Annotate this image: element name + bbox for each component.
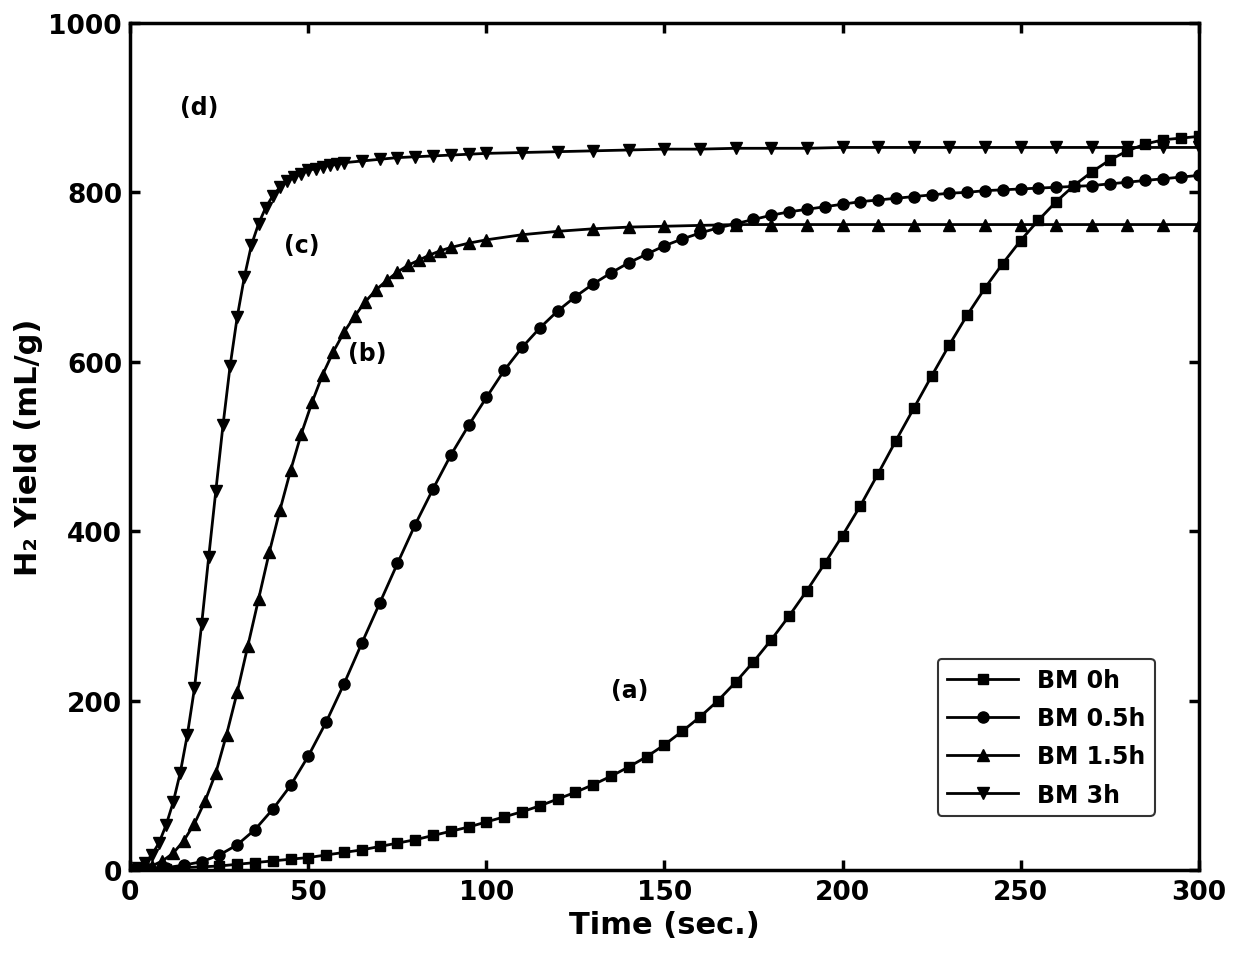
Y-axis label: H₂ Yield (mL/g): H₂ Yield (mL/g) (14, 318, 43, 576)
BM 1.5h (273, 505, 288, 517)
Line: BM 0h: BM 0h (125, 132, 1203, 875)
BM 1.5h (1192, 219, 1207, 231)
BM 3h (1192, 143, 1207, 154)
Line: BM 0.5h: BM 0.5h (125, 171, 1204, 876)
Text: (c): (c) (284, 233, 319, 257)
BM 0h (372, 841, 387, 852)
BM 0.5h (372, 598, 387, 609)
BM 1.5h (515, 230, 529, 241)
BM 1.5h (461, 238, 476, 250)
BM 1.5h (123, 864, 138, 876)
BM 0h (693, 711, 708, 722)
BM 3h (621, 145, 636, 156)
BM 0.5h (693, 228, 708, 239)
BM 0h (1192, 132, 1207, 143)
BM 0h (123, 864, 138, 876)
Line: BM 1.5h: BM 1.5h (125, 220, 1204, 876)
BM 0.5h (1049, 182, 1064, 193)
BM 3h (229, 312, 244, 323)
BM 0.5h (497, 365, 512, 376)
BM 3h (138, 858, 153, 869)
BM 3h (336, 158, 351, 170)
BM 1.5h (444, 242, 459, 253)
BM 0.5h (764, 211, 779, 222)
BM 0h (764, 635, 779, 646)
Text: (b): (b) (347, 342, 386, 366)
BM 3h (166, 797, 181, 808)
BM 0h (1049, 196, 1064, 208)
BM 0h (336, 847, 351, 859)
BM 1.5h (800, 219, 815, 231)
BM 3h (835, 143, 849, 154)
Legend: BM 0h, BM 0.5h, BM 1.5h, BM 3h: BM 0h, BM 0.5h, BM 1.5h, BM 3h (937, 659, 1154, 816)
BM 0.5h (123, 864, 138, 876)
BM 3h (123, 864, 138, 876)
BM 0.5h (1192, 171, 1207, 182)
BM 0.5h (336, 679, 351, 690)
BM 3h (187, 682, 202, 694)
Text: (a): (a) (611, 678, 649, 701)
BM 1.5h (728, 219, 743, 231)
BM 0h (497, 811, 512, 822)
X-axis label: Time (sec.): Time (sec.) (569, 910, 760, 939)
Text: (d): (d) (180, 95, 218, 119)
Line: BM 3h: BM 3h (125, 143, 1204, 876)
BM 1.5h (1013, 219, 1028, 231)
